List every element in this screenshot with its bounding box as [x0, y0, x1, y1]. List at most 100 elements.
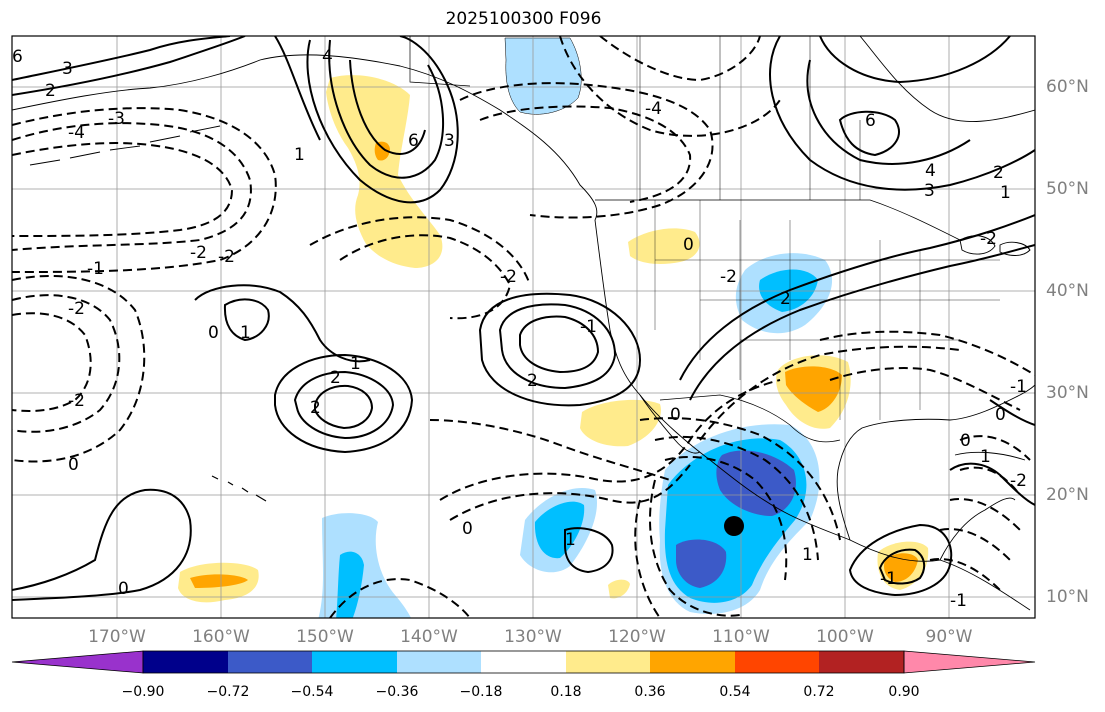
contour-label: -1	[880, 569, 897, 589]
positive-anomaly-alaska	[326, 75, 443, 268]
contour-label: 0	[462, 519, 473, 539]
contour-label: 0	[208, 323, 219, 343]
positive-anomaly-small-pacific	[608, 579, 630, 599]
aleutian-islands	[29, 125, 221, 166]
dashed-contours	[12, 36, 1035, 618]
lon-label: 120°W	[608, 627, 666, 647]
colorbar-tick-label: −0.72	[206, 684, 250, 700]
colorbar-segment	[397, 651, 481, 673]
contour-label: 0	[683, 235, 694, 255]
contour-label: 2	[45, 81, 56, 101]
negative-anomaly-canada	[504, 37, 582, 115]
gulf-of-mexico-coast	[836, 384, 1035, 541]
contour-label: -2	[980, 229, 997, 249]
contour-label: 4	[322, 47, 333, 67]
colorbar-extend-max	[903, 650, 1036, 674]
colorbar-segment	[566, 651, 650, 673]
negative-anomaly-east-pacific-core	[534, 501, 585, 559]
contour-label: -2	[1010, 471, 1027, 491]
contour-label: 1	[565, 530, 576, 550]
contour-label: -2	[68, 299, 85, 319]
contour-label: 2	[310, 398, 321, 418]
lon-label: 140°W	[400, 627, 458, 647]
contour-label: -1	[950, 591, 967, 611]
colorbar-tick-label: 0.36	[634, 684, 666, 700]
lon-label: 110°W	[712, 627, 770, 647]
contour-label: -1	[87, 259, 104, 279]
contour-label: -2	[218, 247, 235, 267]
colorbar-tick-label: 0.72	[803, 684, 835, 700]
lat-label: 60°N	[1046, 77, 1089, 97]
contour-label: 3	[924, 181, 935, 201]
contour-labels: 6 3 2 -4 -3 4 6 3 1 -4 -2 -2 -1 -2 -2 0 …	[12, 47, 1027, 611]
lon-label: 160°W	[192, 627, 250, 647]
contour-label: 0	[670, 405, 681, 425]
cuba	[954, 451, 1026, 461]
negative-anomaly-central-pacific-core	[336, 551, 364, 618]
contour-label: 2	[527, 371, 538, 391]
contour-label: 0	[68, 455, 79, 475]
contour-label: 0	[118, 579, 129, 599]
map-title: 2025100300 F096	[445, 9, 602, 29]
colorbar-frame	[142, 650, 905, 674]
contour-label: -1	[580, 317, 597, 337]
lon-label: 130°W	[504, 627, 562, 647]
canada-provinces	[639, 36, 861, 200]
positive-anomaly-alaska-core	[374, 141, 390, 161]
negative-anomaly-mexico-core-north	[716, 450, 796, 516]
colorbar-tick-label: 0.18	[550, 684, 582, 700]
positive-anomaly-baja	[580, 399, 661, 447]
colorbar-segment	[481, 651, 566, 673]
contour-label: -3	[108, 109, 125, 129]
negative-anomaly-central-pacific	[318, 513, 412, 618]
hudson-bay-coast	[859, 36, 1035, 122]
contour-label: 0	[995, 405, 1006, 425]
contour-label: 1	[240, 323, 251, 343]
colorbar-segment	[819, 651, 904, 673]
contour-label: 3	[62, 59, 73, 79]
map-area	[12, 36, 1035, 618]
contour-label: 0	[960, 431, 971, 451]
positive-anomaly-hawaii-south-core	[190, 574, 248, 588]
lat-label: 30°N	[1046, 383, 1089, 403]
coastlines	[12, 36, 1035, 611]
colorbar-tick-label: −0.90	[121, 684, 165, 700]
contour-label: -2	[190, 243, 207, 263]
colorbar-tick-label: −0.36	[375, 684, 419, 700]
contour-label: 1	[294, 145, 305, 165]
contour-label: 6	[408, 131, 419, 151]
contour-label: 1	[1000, 183, 1011, 203]
lon-label: 90°W	[925, 627, 973, 647]
colorbar-segment	[650, 651, 735, 673]
alaska-canada-border	[409, 36, 471, 87]
lat-label: 50°N	[1046, 179, 1089, 199]
shaded-anomaly-fields	[178, 37, 929, 618]
colorbar-tick-label: 0.54	[719, 684, 751, 700]
colorbar-segment	[312, 651, 397, 673]
contour-label: 6	[12, 47, 23, 67]
baja-california	[639, 394, 701, 454]
contour-label: 3	[444, 131, 455, 151]
hawaiian-islands	[211, 475, 267, 502]
colorbar-extend-min	[11, 650, 144, 674]
lat-label: 40°N	[1046, 281, 1089, 301]
colorbar-segment	[228, 651, 312, 673]
contour-label: 2	[993, 163, 1004, 183]
lon-label: 150°W	[296, 627, 354, 647]
positive-anomaly-texas-core	[785, 366, 842, 412]
lon-label: 170°W	[88, 627, 146, 647]
contour-label: -4	[68, 123, 85, 143]
contour-label: 1	[350, 354, 361, 374]
contour-label: 4	[925, 161, 936, 181]
solid-contours	[12, 36, 1035, 601]
colorbar-segment	[143, 651, 228, 673]
colorbar-segment	[735, 651, 819, 673]
positive-anomaly-great-basin	[628, 228, 700, 264]
contour-label: -2	[68, 391, 85, 411]
colorbar-tick-label: −0.18	[459, 684, 503, 700]
contour-label: 2	[780, 289, 791, 309]
contour-label: 1	[980, 447, 991, 467]
colorbar-tick-label: −0.54	[290, 684, 334, 700]
lon-label: 100°W	[816, 627, 874, 647]
